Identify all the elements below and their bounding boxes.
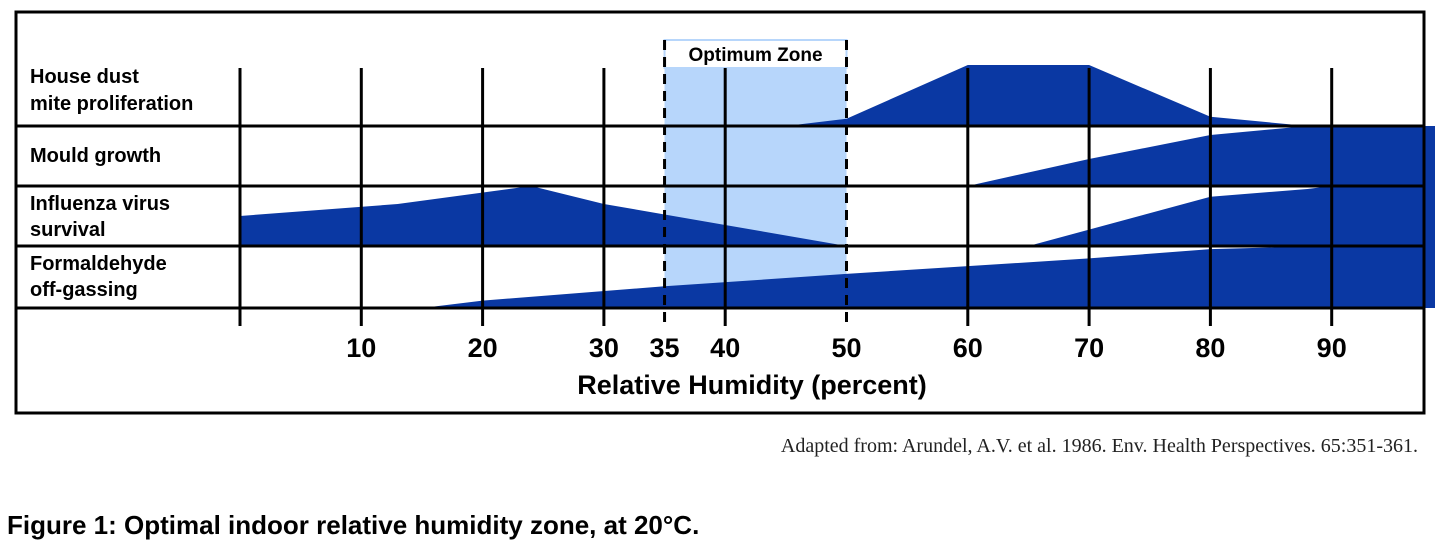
x-axis-title: Relative Humidity (percent)	[577, 370, 927, 400]
optimum-zone-label-box	[663, 39, 848, 69]
dust-mite-label-line-1: House dust	[30, 66, 139, 88]
tick-label-30: 30	[589, 333, 619, 363]
influenza-area	[240, 186, 847, 246]
tick-label-50: 50	[831, 333, 861, 363]
influenza-label-line-2: survival	[30, 219, 106, 241]
tick-label-70: 70	[1074, 333, 1104, 363]
optimum-zone-band	[664, 40, 847, 308]
formaldehyde-label-line-2: off-gassing	[30, 279, 138, 301]
influenza-right-tail-area	[1028, 186, 1435, 246]
chart-frame	[14, 10, 1426, 415]
formaldehyde-area	[421, 246, 1435, 308]
formaldehyde-label-line-1: Formaldehyde	[30, 253, 167, 275]
tick-label-60: 60	[953, 333, 983, 363]
dust-mite-area	[785, 65, 1308, 126]
optimum-zone-label: Optimum Zone	[688, 45, 822, 66]
tick-label-40: 40	[710, 333, 740, 363]
tick-label-35: 35	[650, 333, 680, 363]
tick-label-90: 90	[1317, 333, 1347, 363]
influenza-label-line-1: Influenza virus	[30, 193, 170, 215]
source-citation: Adapted from: Arundel, A.V. et al. 1986.…	[780, 435, 1418, 457]
tick-label-10: 10	[346, 333, 376, 363]
tick-label-80: 80	[1195, 333, 1225, 363]
figure-caption: Figure 1: Optimal indoor relative humidi…	[7, 510, 700, 540]
mould-growth-area	[967, 126, 1435, 186]
dust-mite-label-line-2: mite proliferation	[30, 93, 193, 115]
mould-growth-label: Mould growth	[30, 145, 161, 167]
tick-label-20: 20	[468, 333, 498, 363]
